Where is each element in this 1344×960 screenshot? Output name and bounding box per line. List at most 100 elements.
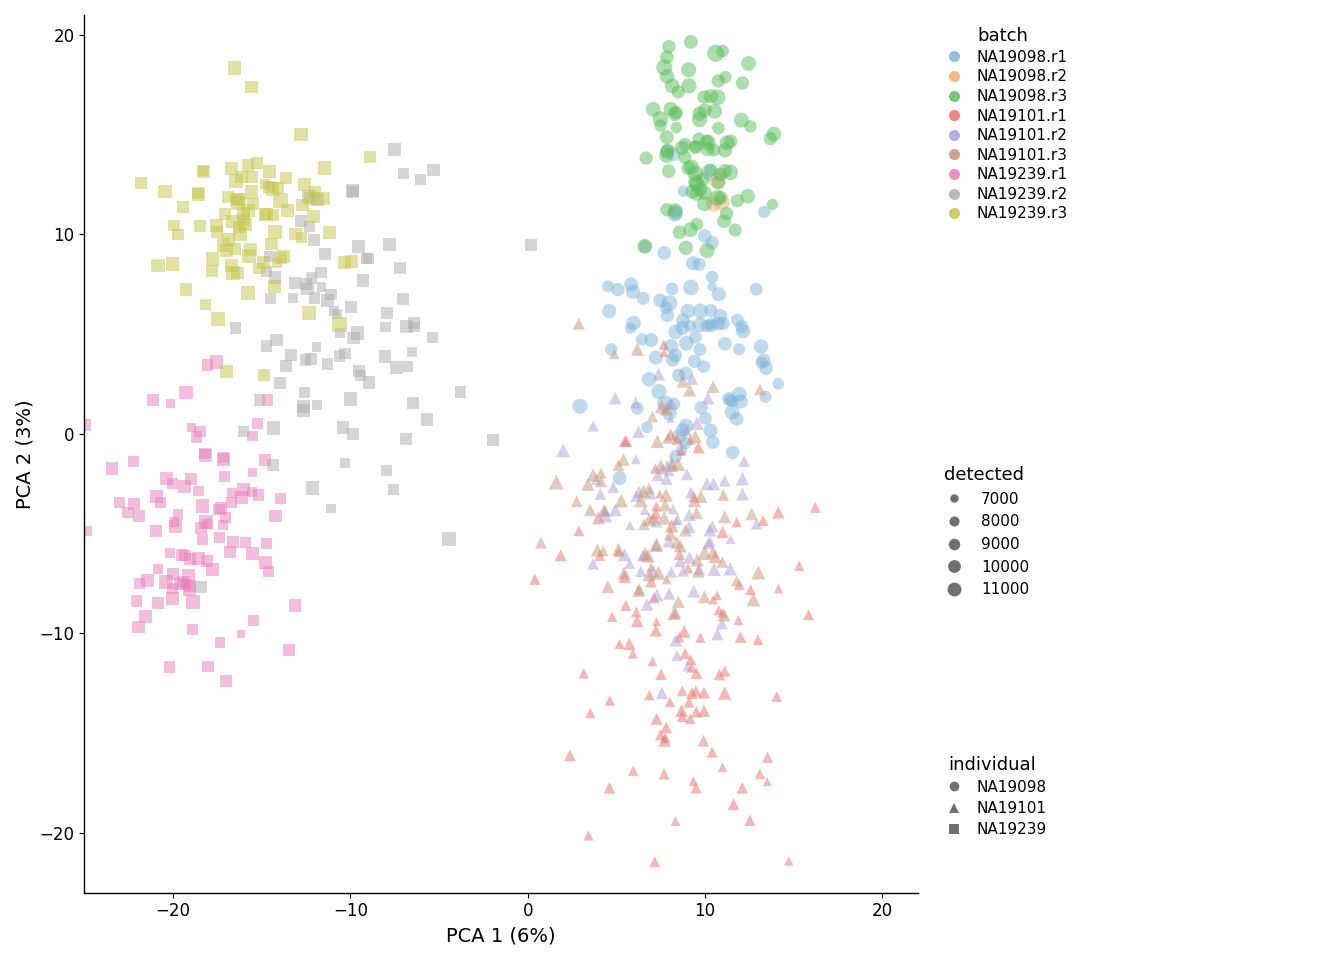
Point — [702, 269, 723, 284]
Point — [727, 193, 749, 208]
Point — [714, 163, 735, 179]
Point — [675, 136, 696, 152]
Point — [665, 633, 687, 648]
Point — [714, 473, 735, 489]
Point — [668, 546, 689, 562]
Point — [706, 588, 727, 603]
Point — [739, 812, 761, 828]
Point — [685, 329, 707, 345]
Point — [680, 711, 702, 727]
Point — [688, 564, 710, 579]
Point — [668, 456, 689, 471]
Point — [703, 476, 724, 492]
Point — [655, 497, 676, 513]
Point — [614, 569, 636, 585]
Point — [192, 498, 214, 514]
Point — [212, 449, 234, 465]
Point — [688, 440, 710, 455]
Point — [238, 203, 259, 218]
Point — [734, 453, 755, 468]
Point — [677, 160, 699, 176]
Point — [142, 392, 164, 407]
Point — [524, 571, 546, 587]
Point — [188, 483, 210, 498]
Point — [546, 474, 567, 490]
Point — [578, 828, 599, 843]
Point — [754, 204, 775, 220]
Point — [348, 239, 370, 254]
Point — [161, 566, 183, 582]
Point — [719, 164, 741, 180]
Point — [747, 632, 769, 647]
Point — [680, 485, 702, 500]
Point — [223, 265, 245, 280]
Point — [718, 391, 739, 406]
Point — [663, 396, 684, 412]
Point — [341, 183, 363, 199]
Point — [661, 458, 683, 473]
Point — [375, 320, 396, 335]
Point — [677, 561, 699, 576]
Point — [156, 574, 177, 589]
Point — [597, 579, 618, 594]
Point — [356, 251, 378, 266]
X-axis label: PCA 1 (6%): PCA 1 (6%) — [446, 926, 556, 945]
Point — [642, 564, 664, 579]
Point — [661, 564, 683, 580]
Point — [145, 489, 167, 504]
Point — [726, 573, 747, 588]
Point — [261, 236, 282, 252]
Point — [696, 476, 718, 492]
Point — [163, 515, 184, 530]
Point — [285, 227, 306, 242]
Point — [192, 163, 214, 179]
Point — [270, 193, 292, 208]
Point — [649, 118, 671, 133]
Point — [688, 917, 710, 932]
Point — [656, 130, 677, 145]
Point — [688, 256, 710, 272]
Point — [607, 541, 629, 557]
Point — [680, 35, 702, 50]
Point — [728, 342, 750, 357]
Point — [646, 588, 668, 603]
Point — [206, 218, 227, 233]
Point — [632, 291, 653, 306]
Point — [180, 579, 202, 594]
Point — [694, 703, 715, 718]
Point — [672, 564, 694, 579]
Point — [681, 372, 703, 387]
Point — [753, 353, 774, 369]
Point — [707, 174, 728, 189]
Point — [329, 317, 351, 332]
Point — [241, 79, 262, 94]
Point — [227, 265, 249, 280]
Point — [340, 300, 362, 315]
Point — [238, 157, 259, 173]
Point — [737, 188, 758, 204]
Point — [598, 303, 620, 319]
Point — [259, 291, 281, 306]
Point — [122, 454, 144, 469]
Point — [645, 498, 667, 514]
Point — [687, 552, 708, 567]
Point — [241, 184, 262, 200]
Point — [242, 485, 263, 500]
Point — [590, 466, 612, 481]
Point — [712, 488, 734, 503]
Point — [659, 406, 680, 421]
Point — [622, 763, 644, 779]
Point — [645, 461, 667, 476]
Point — [684, 429, 706, 444]
Point — [646, 434, 668, 449]
Point — [696, 133, 718, 149]
Point — [255, 264, 277, 279]
Point — [723, 797, 745, 812]
Point — [185, 429, 207, 444]
Point — [755, 360, 777, 375]
Point — [757, 750, 778, 765]
Point — [694, 196, 715, 211]
Point — [602, 479, 624, 494]
Point — [646, 468, 668, 483]
Point — [703, 196, 724, 211]
